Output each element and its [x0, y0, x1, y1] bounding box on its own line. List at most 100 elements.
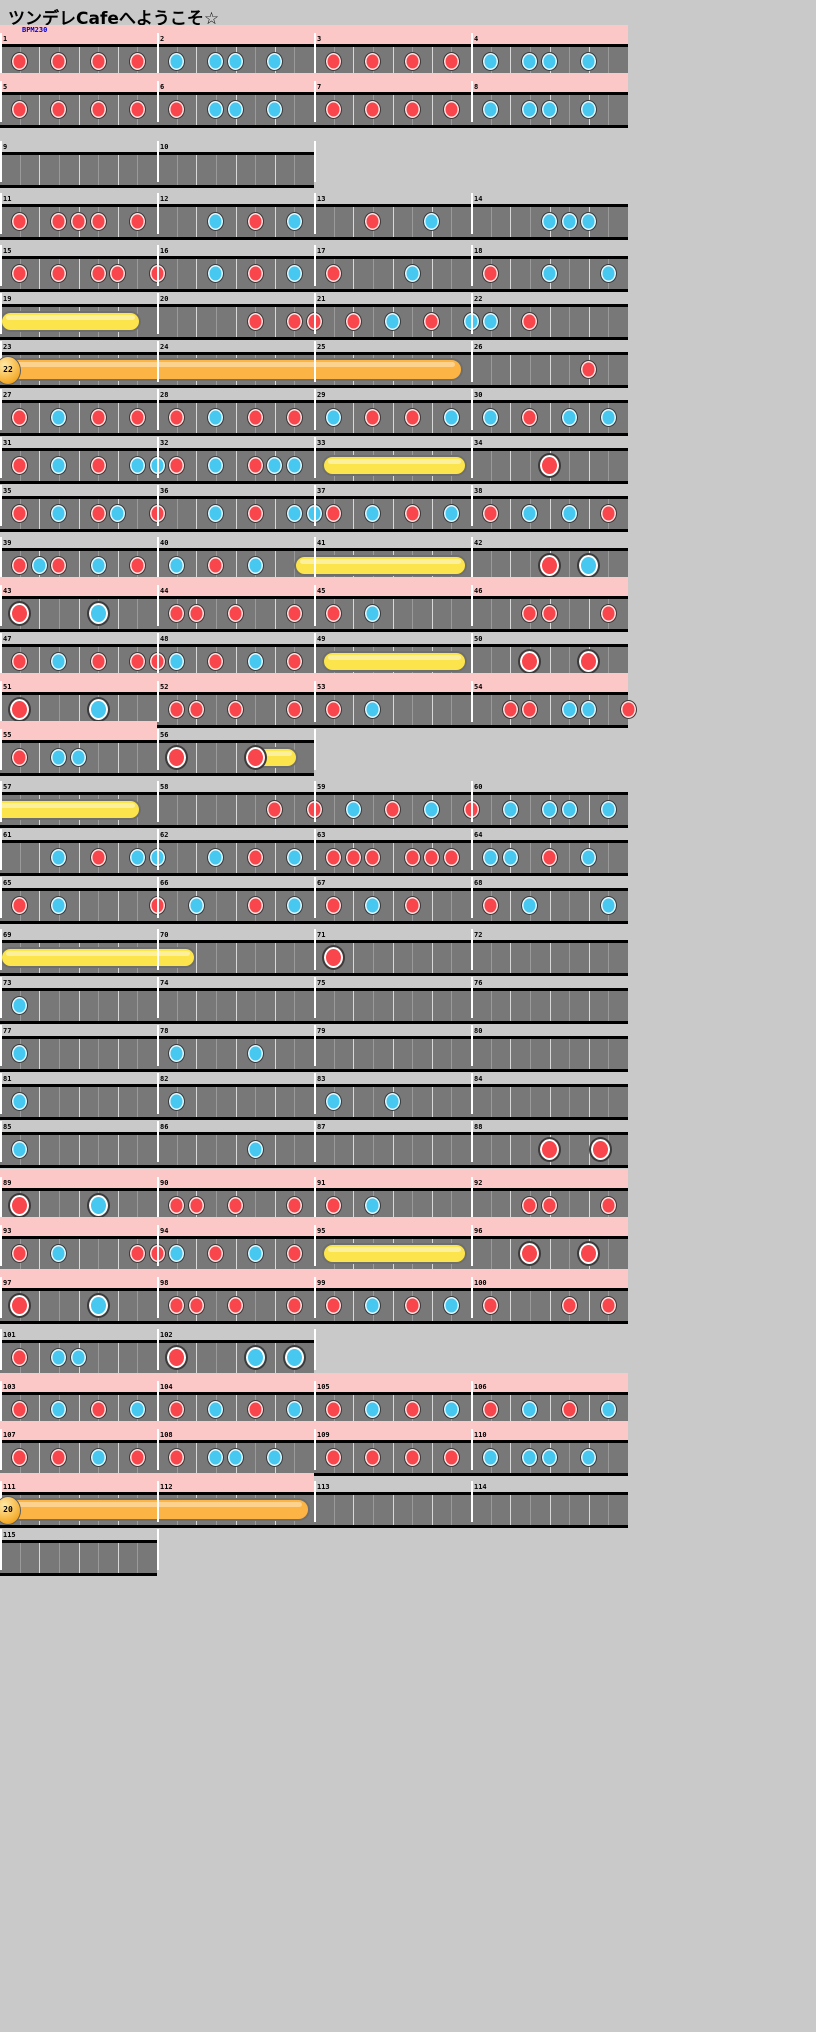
don-note[interactable]: [246, 848, 264, 867]
ka-note[interactable]: [50, 848, 68, 867]
ka-note[interactable]: [285, 212, 303, 231]
balloon-hold-bar[interactable]: [321, 651, 468, 672]
don-note[interactable]: [168, 604, 186, 623]
ka-note[interactable]: [599, 408, 617, 427]
don-note[interactable]: [89, 264, 107, 283]
don-note[interactable]: [50, 100, 68, 119]
don-note[interactable]: [246, 408, 264, 427]
don-note[interactable]: [482, 504, 500, 523]
ka-note[interactable]: [50, 504, 68, 523]
ka-note[interactable]: [50, 456, 68, 475]
don-note[interactable]: [207, 652, 225, 671]
don-note[interactable]: [285, 408, 303, 427]
ka-note[interactable]: [560, 212, 578, 231]
ka-note[interactable]: [30, 556, 48, 575]
ka-note[interactable]: [580, 100, 598, 119]
ka-note[interactable]: [560, 408, 578, 427]
don-note[interactable]: [285, 652, 303, 671]
don-note[interactable]: [325, 896, 343, 915]
don-note[interactable]: [403, 1448, 421, 1467]
ka-note[interactable]: [168, 652, 186, 671]
balloon-hold-bar[interactable]: [294, 555, 468, 576]
don-note[interactable]: [128, 52, 146, 71]
don-note[interactable]: [364, 848, 382, 867]
ka-note[interactable]: [599, 1400, 617, 1419]
don-note[interactable]: [168, 456, 186, 475]
don-note[interactable]: [11, 1244, 29, 1263]
big-ka-note[interactable]: [577, 553, 601, 578]
don-note[interactable]: [11, 100, 29, 119]
don-note[interactable]: [364, 52, 382, 71]
ka-note[interactable]: [227, 1448, 244, 1467]
ka-note[interactable]: [11, 1044, 29, 1063]
ka-note[interactable]: [423, 212, 441, 231]
ka-note[interactable]: [482, 100, 500, 119]
ka-note[interactable]: [599, 800, 617, 819]
don-note[interactable]: [403, 1296, 421, 1315]
don-note[interactable]: [168, 408, 186, 427]
don-note[interactable]: [325, 1296, 343, 1315]
don-note[interactable]: [266, 800, 284, 819]
don-note[interactable]: [50, 1448, 68, 1467]
ka-note[interactable]: [541, 212, 558, 231]
ka-note[interactable]: [246, 1244, 264, 1263]
ka-note[interactable]: [541, 100, 558, 119]
ka-note[interactable]: [501, 848, 519, 867]
don-note[interactable]: [442, 100, 460, 119]
don-note[interactable]: [187, 700, 205, 719]
ka-note[interactable]: [50, 896, 68, 915]
ka-note[interactable]: [285, 504, 303, 523]
don-note[interactable]: [11, 1448, 29, 1467]
don-note[interactable]: [541, 848, 558, 867]
don-note[interactable]: [109, 264, 127, 283]
don-note[interactable]: [482, 1400, 500, 1419]
big-don-note[interactable]: [538, 453, 561, 478]
don-note[interactable]: [403, 52, 421, 71]
don-note[interactable]: [325, 604, 343, 623]
don-note[interactable]: [70, 212, 87, 231]
don-note[interactable]: [423, 312, 441, 331]
ka-note[interactable]: [11, 1092, 29, 1111]
ka-note[interactable]: [364, 1296, 382, 1315]
ka-note[interactable]: [442, 504, 460, 523]
ka-note[interactable]: [580, 848, 598, 867]
ka-note[interactable]: [207, 848, 225, 867]
ka-note[interactable]: [482, 52, 500, 71]
don-note[interactable]: [11, 408, 29, 427]
ka-note[interactable]: [11, 996, 29, 1015]
drumroll-bar[interactable]: [0, 358, 464, 381]
ka-note[interactable]: [521, 504, 539, 523]
ka-note[interactable]: [384, 1092, 401, 1111]
don-note[interactable]: [325, 1448, 343, 1467]
don-note[interactable]: [89, 52, 107, 71]
ka-note[interactable]: [50, 1244, 68, 1263]
don-note[interactable]: [285, 312, 303, 331]
don-note[interactable]: [168, 1448, 186, 1467]
ka-note[interactable]: [128, 848, 146, 867]
drumroll-bar[interactable]: [0, 1498, 311, 1521]
don-note[interactable]: [89, 408, 107, 427]
big-don-note[interactable]: [518, 1241, 542, 1266]
don-note[interactable]: [482, 896, 500, 915]
balloon-hold-bar[interactable]: [321, 1243, 468, 1264]
don-note[interactable]: [285, 1296, 303, 1315]
don-note[interactable]: [521, 408, 539, 427]
don-note[interactable]: [521, 604, 539, 623]
don-note[interactable]: [11, 748, 29, 767]
ka-note[interactable]: [580, 52, 598, 71]
don-note[interactable]: [344, 312, 362, 331]
don-note[interactable]: [11, 264, 29, 283]
ka-note[interactable]: [207, 504, 225, 523]
don-note[interactable]: [580, 360, 598, 379]
don-note[interactable]: [89, 456, 107, 475]
ka-note[interactable]: [541, 800, 558, 819]
ka-note[interactable]: [442, 1400, 460, 1419]
don-note[interactable]: [285, 604, 303, 623]
ka-note[interactable]: [168, 1044, 186, 1063]
big-don-note[interactable]: [8, 601, 32, 626]
ka-note[interactable]: [207, 212, 225, 231]
ka-note[interactable]: [246, 1044, 264, 1063]
ka-note[interactable]: [207, 408, 225, 427]
big-ka-note[interactable]: [86, 1293, 110, 1318]
don-note[interactable]: [325, 100, 343, 119]
